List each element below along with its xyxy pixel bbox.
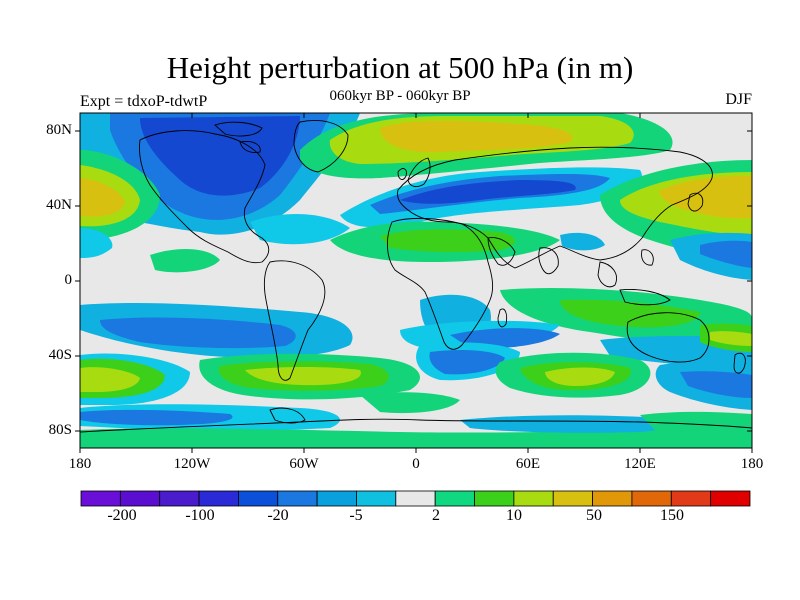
colorbar-swatch: [159, 490, 200, 507]
contour-region: [80, 178, 125, 217]
colorbar-label: -100: [185, 507, 215, 524]
map-subtitle: 060kyr BP - 060kyr BP: [329, 88, 471, 104]
colorbar-label: 2: [432, 507, 440, 524]
contour-region: [560, 232, 605, 251]
map-field: [80, 113, 752, 448]
contour-region: [545, 367, 615, 386]
lat-label-40s: 40S: [48, 347, 72, 363]
contour-region: [250, 214, 350, 245]
contour-region: [680, 371, 752, 398]
colorbar-label: -5: [349, 507, 363, 524]
colorbar-swatch: [316, 490, 357, 507]
colorbar-swatch: [513, 490, 554, 507]
colorbar-label: -20: [267, 507, 289, 524]
lon-label-0: 0: [412, 456, 420, 472]
contour-region: [380, 229, 515, 253]
map-title: Height perturbation at 500 hPa (in m): [166, 50, 634, 85]
experiment-label: Expt = tdxoP-tdwtP: [80, 93, 208, 110]
contour-region: [640, 411, 752, 440]
season-label: DJF: [725, 91, 752, 108]
colorbar-label: 150: [660, 507, 684, 524]
contour-region: [80, 428, 752, 448]
contour-region: [700, 240, 752, 268]
colorbar-swatch: [395, 490, 436, 507]
colorbar-label: 50: [586, 507, 602, 524]
lat-label-40n: 40N: [46, 197, 72, 213]
colorbar-label: -200: [107, 507, 137, 524]
contour-region: [560, 299, 700, 328]
contour-region: [710, 331, 752, 346]
lon-label-60w: 60W: [289, 456, 319, 472]
colorbar-label: 10: [506, 507, 522, 524]
colorbar-swatch: [80, 490, 121, 507]
lon-label-120w: 120W: [173, 456, 211, 472]
axis-ticks: [75, 113, 753, 453]
contour-region: [100, 317, 296, 349]
lon-label-180e: 180: [740, 456, 764, 472]
contour-region: [380, 120, 573, 153]
colorbar-swatch: [710, 490, 751, 507]
contour-region: [659, 176, 752, 219]
contour-region: [360, 392, 460, 414]
contour-region: [400, 180, 576, 204]
colorbar-swatch: [238, 490, 279, 507]
contour-region: [80, 228, 113, 258]
colorbar: [80, 490, 751, 507]
lon-label-180w: 180: [68, 456, 92, 472]
colorbar-swatch: [434, 490, 475, 507]
contour-region: [245, 367, 361, 386]
colorbar-swatch: [277, 490, 318, 507]
lat-label-80n: 80N: [46, 122, 72, 138]
contour-region: [429, 350, 505, 375]
colorbar-swatch: [592, 490, 633, 507]
lon-label-120e: 120E: [624, 456, 656, 472]
lat-label-0: 0: [64, 272, 73, 288]
lon-label-60e: 60E: [515, 456, 541, 472]
colorbar-swatch: [474, 490, 515, 507]
lat-label-80s: 80S: [48, 422, 72, 438]
colorbar-swatch: [670, 490, 712, 507]
contour-region: [140, 116, 300, 196]
contour-region: [150, 248, 220, 273]
contour-region: [80, 409, 233, 426]
contour-region: [460, 415, 671, 433]
contour-region: [80, 367, 140, 392]
colorbar-swatch: [631, 490, 672, 507]
colorbar-swatch: [552, 490, 593, 507]
coastlines: [80, 120, 752, 433]
colorbar-swatch: [119, 490, 161, 507]
colorbar-swatch: [356, 490, 397, 507]
colorbar-swatch: [198, 490, 239, 507]
